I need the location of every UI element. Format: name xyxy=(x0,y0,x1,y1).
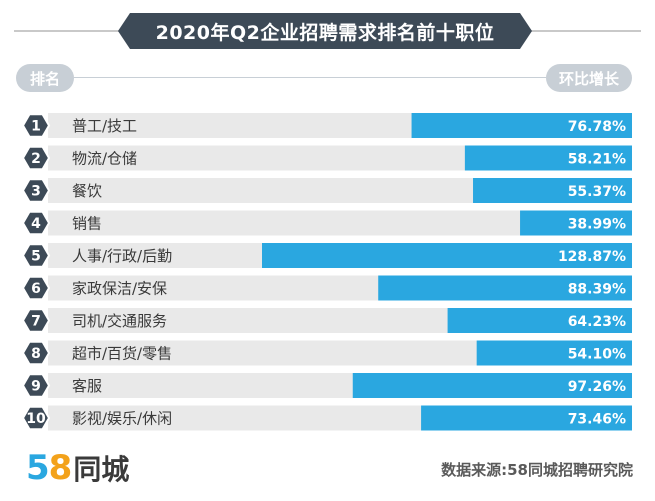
title-rule-left xyxy=(14,30,129,32)
logo-58tongcheng: 5 8 同城 xyxy=(26,448,129,488)
chart-row: 4 销售 38.99% xyxy=(21,210,632,236)
category-label: 超市/百货/零售 xyxy=(72,345,172,363)
bar xyxy=(476,340,632,366)
header-rule xyxy=(74,77,546,78)
value-label: 55.37% xyxy=(568,184,626,200)
bar xyxy=(352,373,632,398)
logo-digit-5: 5 xyxy=(26,448,50,488)
rank-badge xyxy=(21,210,51,236)
rank-number: 9 xyxy=(31,379,41,395)
rank-number: 7 xyxy=(31,314,41,330)
category-label: 客服 xyxy=(72,377,102,395)
bar xyxy=(447,308,632,333)
value-label: 58.21% xyxy=(568,152,626,168)
bar xyxy=(464,145,632,171)
rank-column-header: 排名 xyxy=(16,64,74,92)
chart-row: 8 超市/百货/零售 54.10% xyxy=(21,340,632,366)
bar xyxy=(411,113,632,138)
growth-column-header: 环比增长 xyxy=(546,64,632,92)
rank-badge xyxy=(21,178,51,203)
category-label: 物流/仓储 xyxy=(72,150,137,168)
value-label: 64.23% xyxy=(568,314,626,330)
value-label: 88.39% xyxy=(568,282,626,298)
chart-title: 2020年Q2企业招聘需求排名前十职位 xyxy=(118,13,532,49)
logo-digit-8: 8 xyxy=(48,448,73,488)
chart-row: 2 物流/仓储 58.21% xyxy=(21,145,632,171)
rank-badge xyxy=(21,275,51,301)
rank-number: 1 xyxy=(31,119,41,135)
rank-number: 4 xyxy=(31,216,41,232)
value-label: 54.10% xyxy=(568,347,626,363)
value-label: 73.46% xyxy=(568,412,626,428)
chart-row: 1 普工/技工 76.78% xyxy=(21,113,632,138)
rank-number: 8 xyxy=(31,346,41,362)
rank-number: 10 xyxy=(26,411,46,427)
rank-badge xyxy=(21,308,51,333)
category-label: 司机/交通服务 xyxy=(72,312,167,330)
bar xyxy=(378,275,632,301)
rank-badge xyxy=(21,373,51,398)
chart-row: 3 餐饮 55.37% xyxy=(21,178,632,203)
chart-row: 9 客服 97.26% xyxy=(21,373,632,398)
bar xyxy=(520,210,632,236)
category-label: 家政保洁/安保 xyxy=(72,280,167,298)
value-label: 76.78% xyxy=(568,119,626,135)
bar xyxy=(262,243,632,268)
title-rule-right xyxy=(520,30,641,32)
rank-badge xyxy=(21,340,51,366)
value-label: 38.99% xyxy=(568,217,626,233)
rank-number: 3 xyxy=(31,184,41,200)
chart-row: 7 司机/交通服务 64.23% xyxy=(21,308,632,333)
category-label: 餐饮 xyxy=(72,182,102,200)
rank-badge xyxy=(21,405,51,431)
data-source: 数据来源:58同城招聘研究院 xyxy=(441,461,633,479)
rank-badge xyxy=(21,113,51,138)
bar xyxy=(421,405,632,431)
chart-row: 6 家政保洁/安保 88.39% xyxy=(21,275,632,301)
value-label: 128.87% xyxy=(558,249,626,265)
rank-number: 6 xyxy=(31,281,41,297)
category-label: 销售 xyxy=(72,215,102,233)
rank-badge xyxy=(21,145,51,171)
rank-number: 2 xyxy=(31,151,41,167)
value-label: 97.26% xyxy=(568,379,626,395)
rank-badge xyxy=(21,243,51,268)
category-label: 普工/技工 xyxy=(72,117,137,135)
logo-text: 同城 xyxy=(73,453,130,486)
category-label: 影视/娱乐/休闲 xyxy=(72,410,172,428)
bar xyxy=(473,178,632,203)
chart-row: 10 影视/娱乐/休闲 73.46% xyxy=(21,405,632,431)
rank-number: 5 xyxy=(31,249,41,265)
category-label: 人事/行政/后勤 xyxy=(72,247,172,265)
chart-row: 5 人事/行政/后勤 128.87% xyxy=(21,243,632,268)
